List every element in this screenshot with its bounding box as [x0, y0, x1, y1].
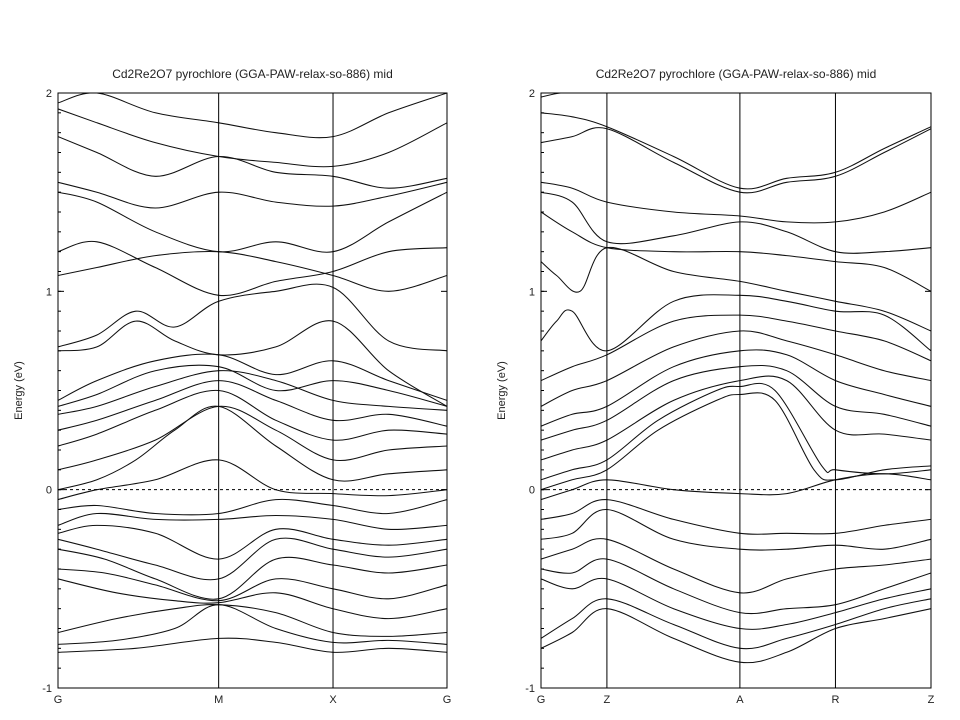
left-band-panel: Cd2Re2O7 pyrochlore (GGA-PAW-relax-so-88…	[13, 67, 451, 706]
left-y-tick-label-1: 0	[46, 485, 52, 497]
left-band-13	[58, 389, 447, 447]
left-band-7	[58, 524, 447, 560]
right-band-14	[541, 314, 931, 382]
left-band-26	[58, 93, 447, 139]
right-kpoint-label-4: Z	[928, 694, 935, 706]
right-y-axis-label: Energy (eV)	[496, 361, 508, 420]
right-kpoint-label-1: Z	[604, 694, 611, 706]
left-y-tick-label-3: 2	[46, 88, 52, 100]
left-band-25	[58, 108, 447, 168]
left-bands	[58, 93, 447, 653]
right-y-tick-label-2: 1	[529, 286, 535, 298]
left-band-19	[58, 283, 447, 352]
right-band-16	[541, 246, 931, 332]
right-band-2	[541, 577, 931, 630]
left-band-0	[58, 637, 447, 653]
right-y-tick-label-1: 0	[529, 485, 535, 497]
right-band-3	[541, 558, 931, 615]
left-band-24	[58, 136, 447, 189]
right-y-tick-label-0: -1	[525, 683, 535, 695]
left-kpoint-label-2: X	[329, 694, 337, 706]
left-band-21	[58, 240, 447, 297]
right-kpoint-label-3: R	[831, 694, 839, 706]
left-band-1	[58, 604, 447, 645]
right-kpoint-label-2: A	[736, 694, 744, 706]
left-band-5	[58, 548, 447, 600]
left-y-tick-label-0: -1	[42, 683, 52, 695]
right-y-tick-label-3: 2	[529, 88, 535, 100]
right-band-5	[541, 508, 931, 551]
right-band-1	[541, 598, 931, 650]
left-kpoint-label-3: G	[443, 694, 452, 706]
right-band-6	[541, 499, 931, 535]
left-band-23	[58, 181, 447, 209]
left-band-17	[58, 353, 447, 401]
left-band-14	[58, 380, 447, 431]
left-band-4	[58, 568, 447, 602]
left-band-16	[58, 364, 447, 407]
right-band-19	[541, 181, 931, 224]
right-band-7	[541, 473, 931, 501]
left-band-8	[58, 512, 447, 530]
left-kpoint-label-0: G	[54, 694, 63, 706]
left-band-15	[58, 370, 447, 415]
right-kpoint-label-0: G	[537, 694, 546, 706]
right-band-18	[541, 191, 931, 254]
left-band-10	[58, 459, 447, 501]
right-band-20	[541, 127, 931, 194]
left-y-axis-label: Energy (eV)	[13, 361, 25, 420]
left-panel-title: Cd2Re2O7 pyrochlore (GGA-PAW-relax-so-88…	[112, 67, 393, 81]
right-band-11	[541, 364, 931, 441]
left-band-9	[58, 498, 447, 516]
left-plot-frame	[57, 92, 448, 689]
right-band-panel: Cd2Re2O7 pyrochlore (GGA-PAW-relax-so-88…	[496, 67, 935, 706]
right-band-4	[541, 538, 931, 594]
right-band-8	[541, 392, 931, 491]
right-band-12	[541, 349, 931, 427]
left-band-3	[58, 578, 447, 620]
left-band-18	[58, 320, 447, 407]
left-band-22	[58, 191, 447, 253]
right-band-9	[541, 382, 931, 481]
right-panel-title: Cd2Re2O7 pyrochlore (GGA-PAW-relax-so-88…	[596, 67, 877, 81]
left-kpoint-label-1: M	[214, 694, 223, 706]
right-band-15	[541, 294, 931, 352]
right-plot-frame	[540, 92, 932, 689]
right-band-10	[541, 375, 931, 461]
left-band-6	[58, 537, 447, 581]
left-band-20	[58, 250, 447, 292]
right-bands	[541, 93, 931, 664]
left-band-2	[58, 604, 447, 637]
left-band-12	[58, 405, 447, 471]
right-band-22	[541, 93, 580, 98]
right-band-0	[541, 608, 931, 664]
left-y-tick-label-2: 1	[46, 286, 52, 298]
right-band-21	[541, 112, 931, 190]
